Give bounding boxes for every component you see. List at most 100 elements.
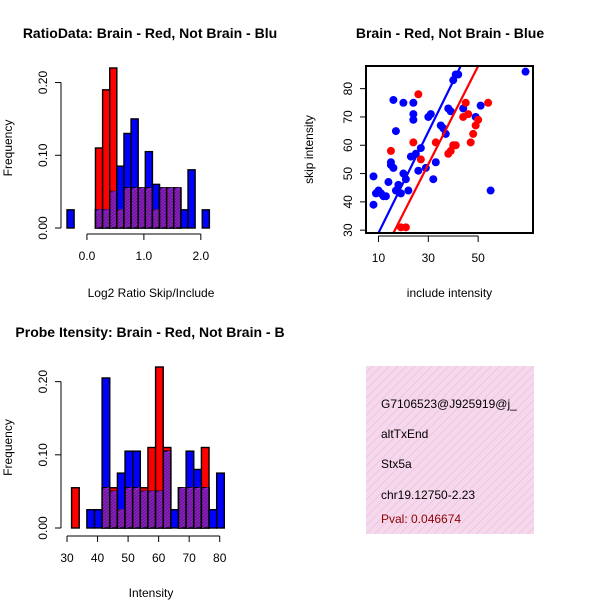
overlap-hatch <box>156 491 163 496</box>
overlap-hatch <box>125 490 132 496</box>
probe-id-text: G7106523@J925919@j_ <box>381 397 517 411</box>
overlap-hatch <box>179 487 186 490</box>
overlap-hatch <box>102 502 110 508</box>
overlap-hatch <box>102 517 110 523</box>
brain-bar <box>101 89 111 229</box>
overlap-hatch <box>146 199 152 205</box>
not-brain-bar <box>201 209 211 229</box>
x-tick-label: 30 <box>422 251 436 265</box>
overlap-hatch <box>141 505 148 511</box>
overlap-hatch <box>174 187 181 193</box>
overlap-hatch <box>118 511 125 517</box>
overlap-hatch <box>96 211 102 217</box>
overlap-hatch <box>138 205 145 211</box>
overlap-hatch <box>148 493 155 499</box>
overlap-hatch <box>138 217 145 223</box>
overlap-hatch <box>179 493 186 499</box>
overlap-hatch <box>96 223 102 229</box>
overlap-hatch <box>174 214 181 220</box>
y-tick-label: 60 <box>341 138 355 152</box>
not-brain-bar <box>93 509 103 529</box>
overlap-hatch <box>131 193 138 199</box>
overlap-hatch <box>167 208 174 214</box>
overlap-hatch <box>131 196 138 202</box>
overlap-hatch <box>163 517 171 523</box>
overlap-hatch <box>167 187 174 193</box>
overlap-hatch <box>125 514 132 520</box>
overlap-hatch <box>124 193 131 199</box>
not-brain-fit-line <box>377 66 462 233</box>
not-brain-point <box>476 101 485 110</box>
overlap-hatch <box>110 202 117 208</box>
overlap-hatch <box>102 487 110 493</box>
overlap-hatch <box>146 190 152 196</box>
overlap-hatch <box>148 514 155 520</box>
overlap-hatch <box>194 523 201 529</box>
overlap-hatch <box>102 496 110 502</box>
overlap-hatch <box>124 199 131 205</box>
overlap-hatch <box>125 517 132 523</box>
overlap-hatch <box>103 223 109 229</box>
overlap-hatch <box>125 487 132 493</box>
overlap-hatch <box>174 220 181 226</box>
overlap-hatch <box>124 202 131 208</box>
overlap-hatch <box>146 193 152 199</box>
overlap-hatch <box>102 493 110 499</box>
overlap-hatch <box>133 514 140 520</box>
overlap-hatch <box>146 187 152 193</box>
overlap-hatch <box>167 214 174 220</box>
overlap-hatch <box>174 199 181 205</box>
x-tick-label: 0.0 <box>79 249 96 263</box>
overlap-hatch <box>110 199 117 205</box>
overlap-hatch <box>146 187 152 190</box>
overlap-hatch <box>202 511 209 517</box>
overlap-hatch <box>103 487 109 490</box>
overlap-hatch <box>148 499 155 505</box>
x-tick-label: 50 <box>471 251 485 265</box>
overlap-hatch <box>194 496 201 502</box>
not-brain-point <box>369 172 378 181</box>
overlap-hatch <box>179 490 186 496</box>
overlap-hatch <box>110 517 117 523</box>
x-axis-label: Intensity <box>129 586 174 600</box>
overlap-hatch <box>138 193 145 199</box>
overlap-hatch <box>194 514 201 520</box>
overlap-hatch <box>131 223 138 229</box>
x-tick-label: 70 <box>183 551 197 565</box>
overlap-hatch <box>124 220 131 226</box>
overlap-hatch <box>110 496 117 502</box>
overlap-hatch <box>186 499 194 505</box>
overlap-hatch <box>174 208 181 214</box>
overlap-hatch <box>138 199 145 205</box>
brain-point <box>464 110 473 119</box>
overlap-hatch <box>153 223 159 229</box>
overlap-hatch <box>125 520 132 526</box>
overlap-hatch <box>96 220 102 226</box>
not-brain-bar <box>180 209 189 229</box>
overlap-hatch <box>110 193 117 199</box>
gene-name-text: Stx5a <box>381 457 412 471</box>
overlap-hatch <box>167 187 173 190</box>
overlap-hatch <box>163 454 171 460</box>
overlap-hatch <box>131 205 138 211</box>
overlap-hatch <box>141 502 148 508</box>
overlap-hatch <box>163 472 171 478</box>
y-axis-label: Frequency <box>1 419 15 476</box>
not-brain-point <box>381 192 390 201</box>
overlap-hatch <box>186 496 194 502</box>
not-brain-point <box>431 158 440 167</box>
y-axis-label: skip intensity <box>302 115 316 184</box>
overlap-hatch <box>138 214 145 220</box>
overlap-hatch <box>146 214 152 220</box>
overlap-hatch <box>131 214 138 220</box>
overlap-hatch <box>160 196 166 202</box>
overlap-hatch <box>124 187 131 190</box>
overlap-hatch <box>139 187 145 190</box>
x-tick-label: 60 <box>152 551 166 565</box>
overlap-hatch <box>103 214 109 220</box>
overlap-hatch <box>133 502 140 508</box>
overlap-hatch <box>156 491 163 493</box>
overlap-hatch <box>163 505 171 511</box>
y-tick-label: 0.20 <box>36 370 50 394</box>
overlap-hatch <box>167 211 174 217</box>
